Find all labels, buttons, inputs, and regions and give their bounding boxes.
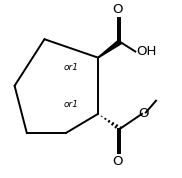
Text: or1: or1 xyxy=(63,63,78,72)
Text: O: O xyxy=(113,3,123,16)
Polygon shape xyxy=(98,40,121,58)
Text: or1: or1 xyxy=(63,100,78,109)
Text: O: O xyxy=(113,155,123,168)
Text: OH: OH xyxy=(137,45,157,58)
Text: O: O xyxy=(139,107,149,120)
